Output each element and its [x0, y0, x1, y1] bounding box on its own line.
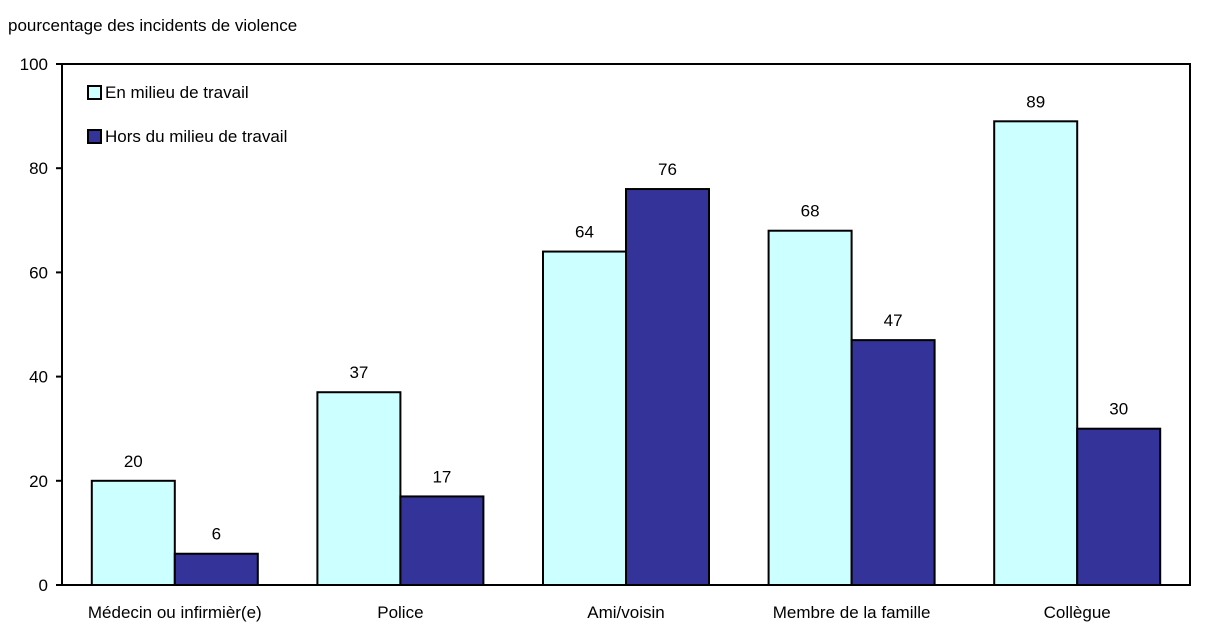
x-tick-label: Médecin ou infirmièr(e)	[88, 603, 262, 622]
bar-hors-milieu-4	[1076, 427, 1162, 587]
y-tick-label: 40	[29, 368, 48, 387]
legend-label: En milieu de travail	[105, 83, 249, 102]
bar-hors-milieu-0	[173, 552, 259, 586]
data-label: 89	[1026, 92, 1045, 111]
bar-en-milieu-3	[767, 229, 853, 586]
data-label: 64	[575, 223, 594, 242]
data-label: 68	[801, 202, 820, 221]
data-label: 76	[658, 160, 677, 179]
data-label: 6	[212, 525, 221, 544]
x-tick-label: Collègue	[1044, 603, 1111, 622]
bar-hors-milieu-2	[625, 188, 710, 586]
y-axis-title: pourcentage des incidents de violence	[8, 16, 298, 35]
x-tick-label: Ami/voisin	[587, 603, 664, 622]
data-label: 17	[432, 467, 451, 486]
legend-swatch	[87, 129, 102, 144]
x-axis: Médecin ou infirmièr(e) Police Ami/voisin M…	[88, 603, 1111, 622]
data-label: 30	[1109, 400, 1128, 419]
bar-hors-milieu-1	[399, 495, 485, 586]
x-tick-label: Membre de la famille	[773, 603, 931, 622]
bars-layer	[90, 120, 1162, 587]
data-label: 37	[349, 363, 368, 382]
y-tick-label: 100	[20, 55, 48, 74]
bar-hors-milieu-3	[850, 339, 936, 586]
bar-en-milieu-1	[316, 391, 402, 587]
y-tick-label: 80	[29, 159, 48, 178]
bar-en-milieu-2	[542, 250, 627, 586]
y-tick-label: 0	[39, 576, 48, 595]
plot-frame	[61, 63, 1191, 586]
data-label: 47	[884, 311, 903, 330]
legend-label: Hors du milieu de travail	[105, 127, 287, 146]
legend: En milieu de travail Hors du milieu de tr…	[87, 83, 287, 146]
y-tick-label: 60	[29, 263, 48, 282]
y-tick-label: 20	[29, 472, 48, 491]
x-tick-label: Police	[377, 603, 423, 622]
legend-swatch	[87, 85, 102, 100]
bar-en-milieu-0	[90, 479, 176, 586]
y-axis: 0 20 40 60 80 100	[20, 55, 1191, 595]
value-labels-layer: 20 6 37 17 64 76 68 47 89 30	[124, 92, 1128, 543]
data-label: 20	[124, 452, 143, 471]
bar-en-milieu-4	[993, 120, 1079, 586]
